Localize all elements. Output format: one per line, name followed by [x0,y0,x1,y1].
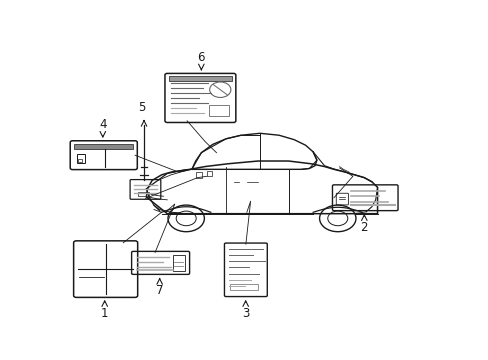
Text: 7: 7 [156,284,163,297]
Bar [77,154,85,163]
Bar [229,284,257,291]
Text: 6: 6 [197,51,204,64]
Bar [208,105,228,116]
Bar [78,159,82,162]
Text: 4: 4 [99,118,106,131]
Text: 5: 5 [138,101,145,114]
Bar [74,144,133,149]
Text: 1: 1 [101,307,108,320]
Bar [172,255,185,270]
Text: 2: 2 [360,221,367,234]
Text: 3: 3 [242,307,249,320]
Bar [169,76,231,81]
Bar [195,172,202,177]
Bar [206,171,211,176]
Bar [138,192,149,196]
